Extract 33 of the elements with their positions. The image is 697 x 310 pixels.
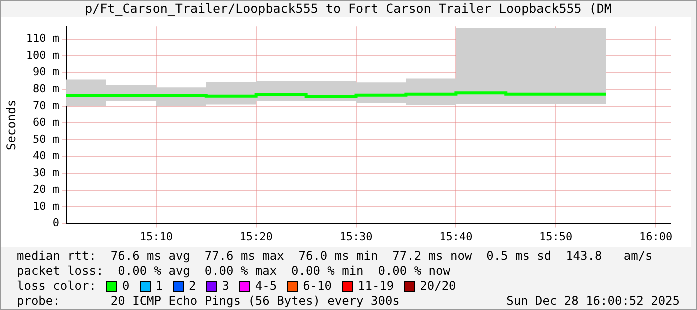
y-tick-label: 100 m (26, 48, 60, 62)
legend-label: 3 (222, 279, 230, 294)
y-tick-label: 90 m (33, 66, 60, 79)
y-axis-title: Seconds (4, 100, 18, 150)
y-tick-label: 0 (52, 216, 60, 230)
text: probe: 20 ICMP Echo Pings (56 Bytes) every 300s (17, 294, 400, 309)
legend-label: 4-5 (255, 279, 278, 294)
legend-label: 0 (122, 279, 130, 294)
y-tick-label: 30 m (33, 166, 60, 180)
x-tick-label: 15:20 (240, 230, 273, 244)
legend-label: 11-19 (358, 279, 394, 294)
y-tick-label: 40 m (33, 150, 60, 163)
y-tick-label: 70 m (33, 99, 60, 112)
x-tick-label: 15:10 (140, 230, 173, 244)
chart-title: p/Ft_Carson_Trailer/Loopback555 to Fort Carson Trailer Loopback555 (DM (84, 1, 613, 17)
legend-title: loss color: (17, 279, 96, 294)
text: median rtt: 76.6 ms avg 77.6 ms max 76.0 ms min 77.2 ms now 0.5 ms sd 143.8 am/s (17, 249, 654, 264)
y-tick-label: 20 m (33, 183, 60, 196)
y-tick-label: 50 m (33, 132, 60, 146)
legend-label: 20/20 (420, 279, 456, 294)
legend-label: 1 (156, 279, 163, 294)
x-tick-label: 15:40 (440, 230, 473, 244)
y-tick-label: 10 m (33, 200, 60, 213)
text: Sun Dec 28 16:00:52 2025 (506, 294, 680, 309)
legend-label: 6-10 (303, 279, 332, 294)
y-tick-label: 110 m (26, 32, 60, 46)
text: packet loss: 0.00 % avg 0.00 % max 0.00 % min 0.00 % now (17, 264, 452, 279)
y-tick-label: 80 m (33, 82, 60, 96)
x-tick-label: 16:00 (639, 230, 673, 244)
x-tick-label: 15:50 (540, 230, 573, 244)
x-tick-label: 15:30 (340, 230, 373, 244)
y-tick-label: 60 m (33, 116, 60, 130)
legend-label: 2 (188, 279, 196, 294)
